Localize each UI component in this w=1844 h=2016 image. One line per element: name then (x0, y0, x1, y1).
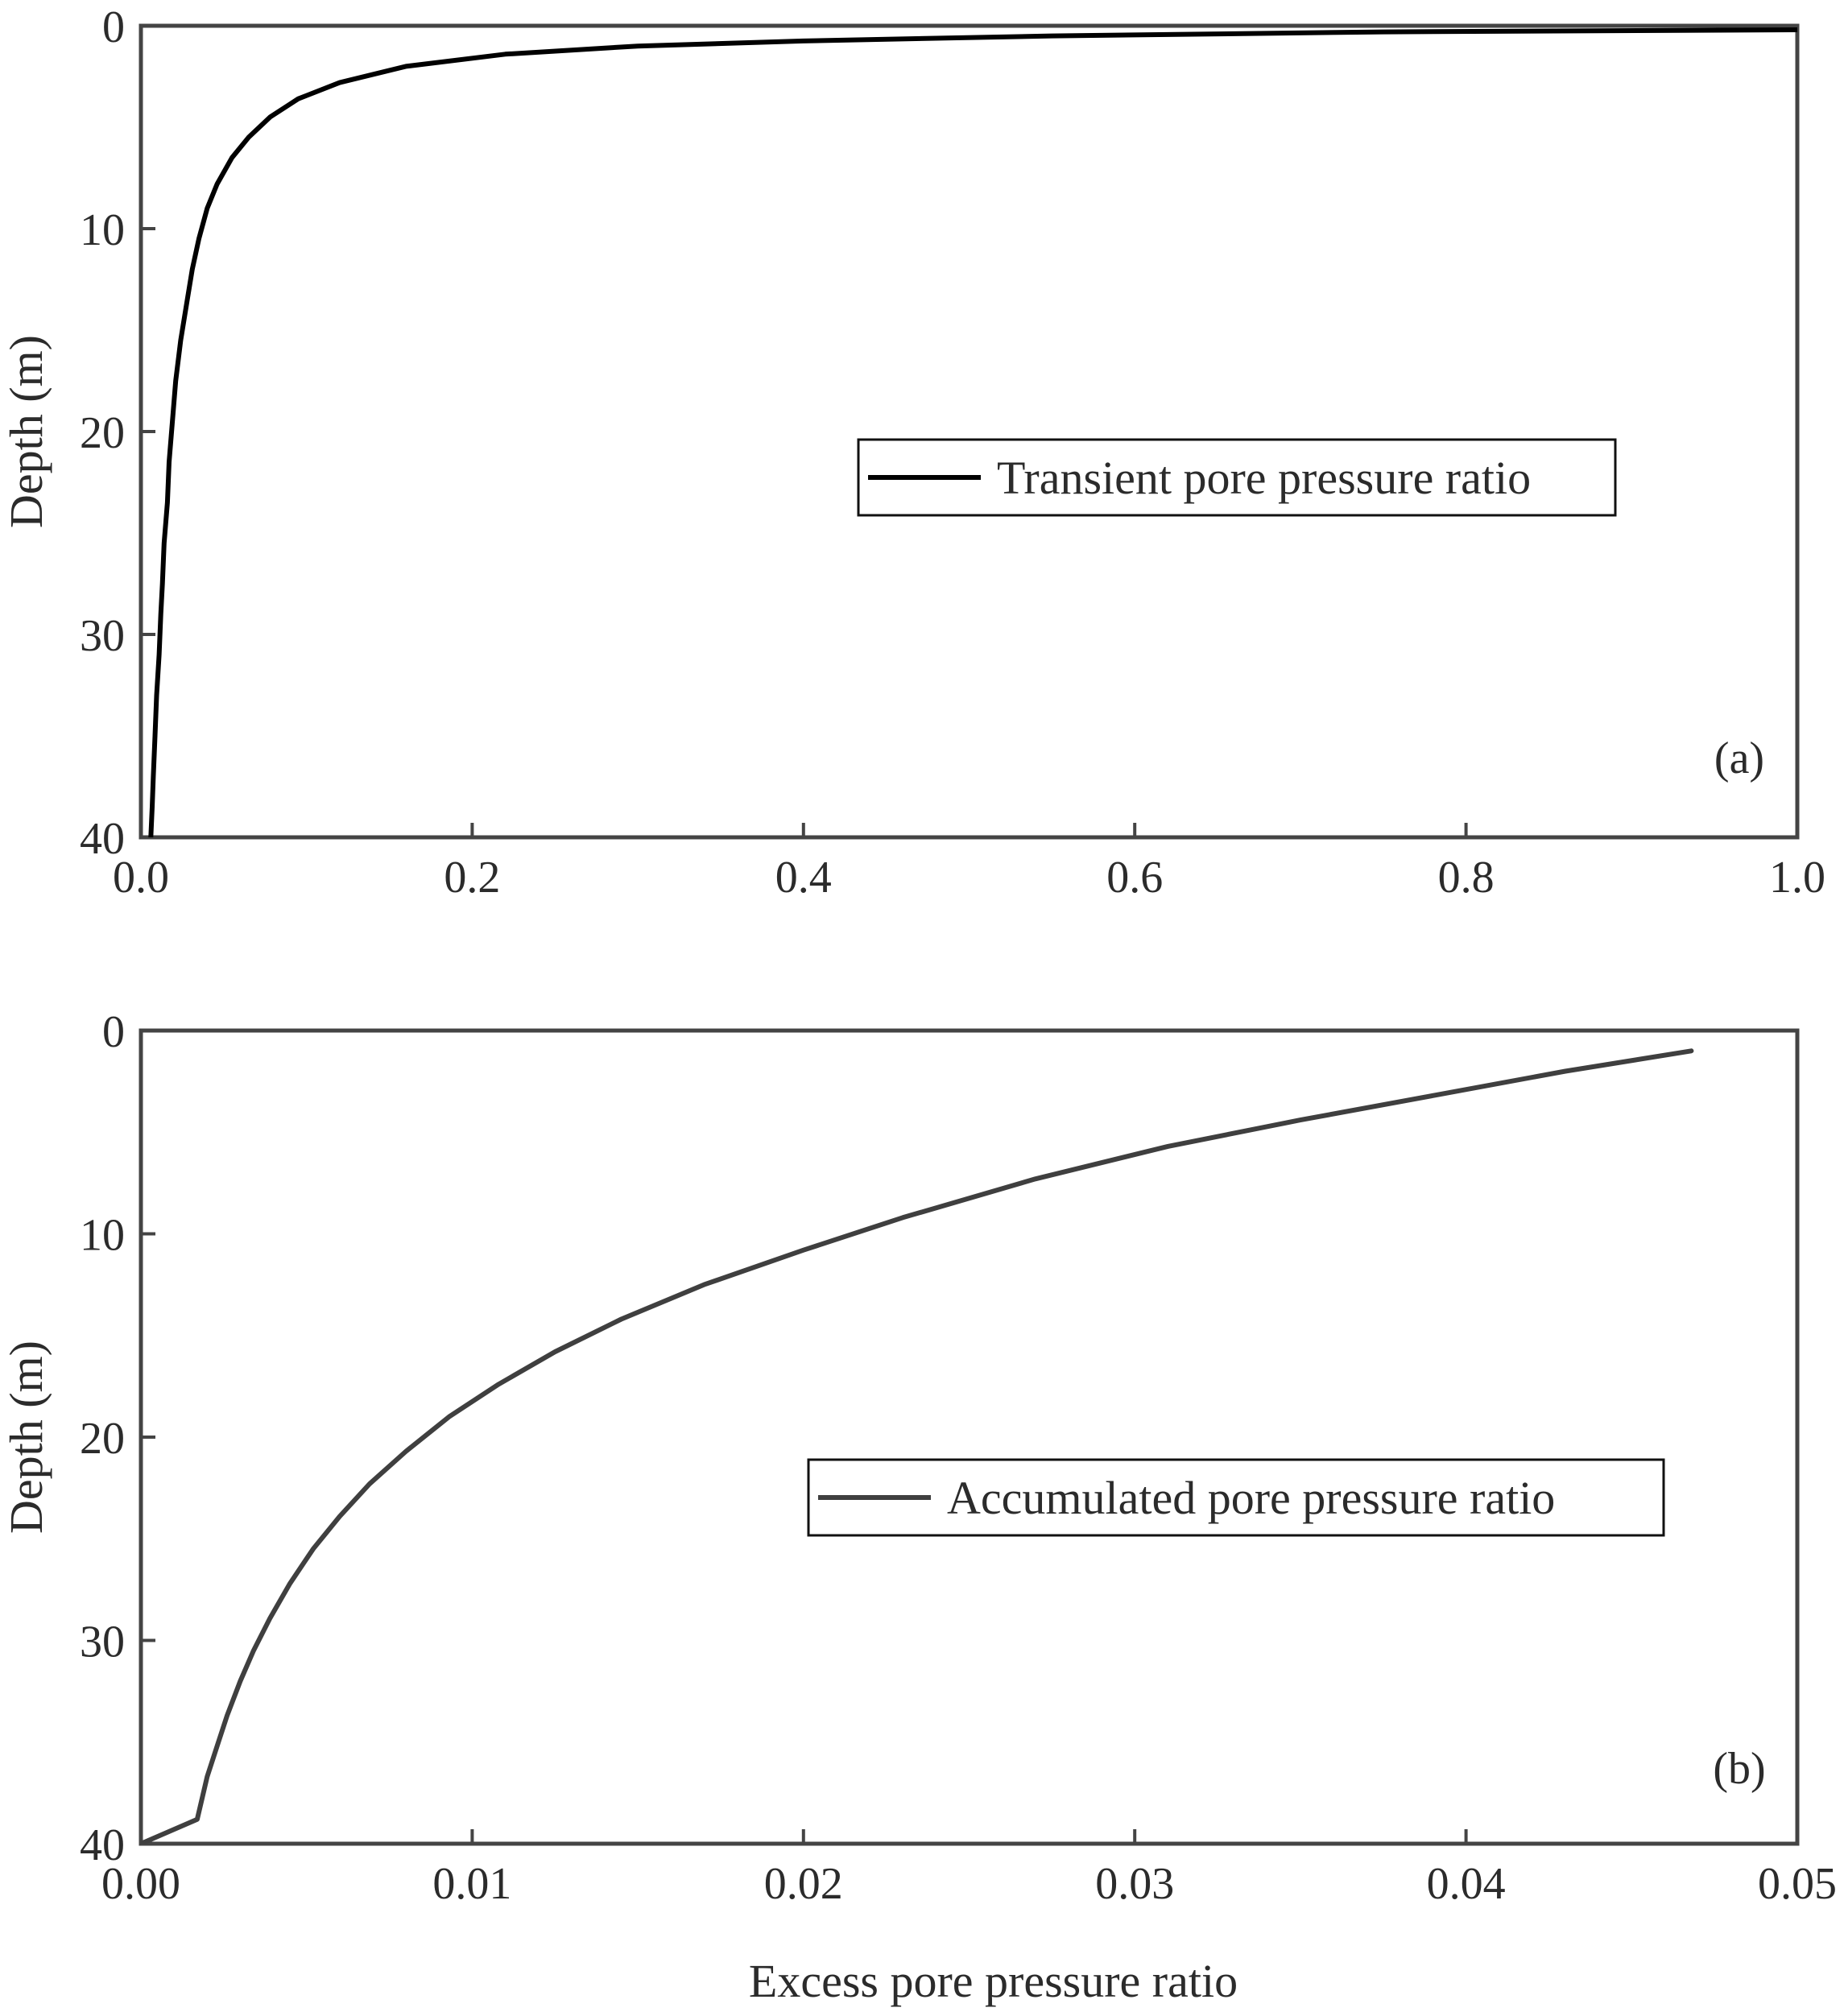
x-tick-label: 0.8 (1438, 853, 1495, 903)
series-line (148, 27, 1797, 837)
series-line (141, 1048, 1694, 1844)
y-tick-label: 30 (80, 1617, 125, 1667)
x-tick-label: 0.04 (1427, 1859, 1506, 1909)
y-tick-label: 30 (80, 611, 125, 661)
panel-label: (b) (1713, 1744, 1765, 1794)
y-tick-label: 20 (80, 1414, 125, 1464)
legend-label: Transient pore pressure ratio (997, 452, 1531, 504)
x-tick-label: 0.2 (444, 853, 500, 903)
plot-frame (139, 1028, 1800, 1846)
y-tick-label: 40 (80, 814, 125, 864)
legend: Transient pore pressure ratio (857, 438, 1617, 517)
x-tick-label: 0.00 (101, 1859, 180, 1909)
legend-box (807, 1458, 1665, 1537)
x-tick-label: 0.4 (775, 853, 832, 903)
panel-b: 0.00 0.01 0.02 0.03 0.04 0.05 0 10 20 30 40 Depth (… (0, 1007, 1837, 2007)
y-tick-label: 40 (80, 1820, 125, 1870)
y-tick-label: 0 (102, 1007, 125, 1057)
legend-label: Accumulated pore pressure ratio (947, 1472, 1555, 1524)
x-tick-label: 0.0 (113, 853, 169, 903)
plot-frame (139, 23, 1800, 840)
x-tick-label: 0.05 (1758, 1859, 1837, 1909)
y-tick-label: 20 (80, 408, 125, 458)
y-tick-label: 10 (80, 1211, 125, 1261)
y-tick-label: 0 (102, 2, 125, 52)
x-tick-label: 0.6 (1106, 853, 1163, 903)
legend-box (857, 438, 1617, 517)
y-axis-title: Depth (m) (0, 335, 52, 528)
x-tick-label: 0.02 (764, 1859, 843, 1909)
y-tick-label: 10 (80, 205, 125, 255)
x-tick-label: 1.0 (1769, 853, 1825, 903)
x-axis-title: Excess pore pressure ratio (749, 1955, 1238, 2007)
y-axis-title: Depth (m) (0, 1341, 52, 1534)
panel-label: (a) (1714, 733, 1764, 783)
x-tick-label: 0.01 (432, 1859, 511, 1909)
legend: Accumulated pore pressure ratio (807, 1458, 1665, 1537)
panel-a: 0.0 0.2 0.4 0.6 0.8 1.0 0 10 20 30 40 Depth (m) Tran… (0, 2, 1825, 903)
x-tick-label: 0.03 (1095, 1859, 1174, 1909)
